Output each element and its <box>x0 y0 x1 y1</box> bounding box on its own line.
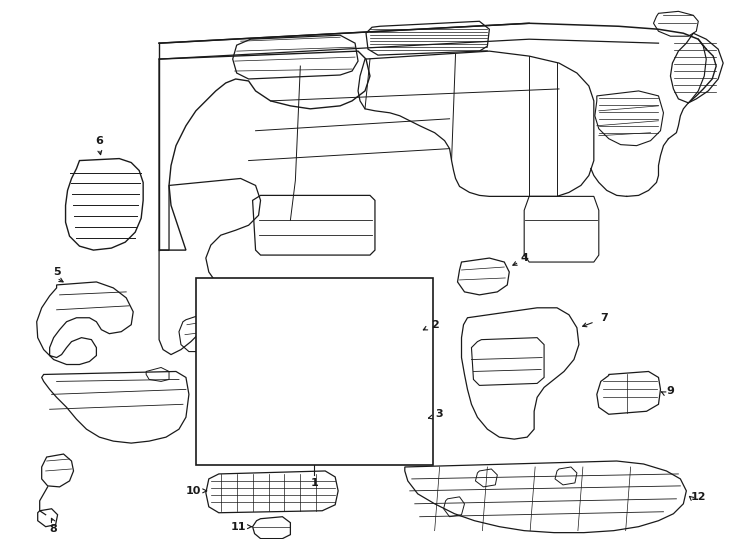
Bar <box>196 278 432 465</box>
Polygon shape <box>211 285 420 375</box>
Text: 11: 11 <box>231 522 247 532</box>
Text: 5: 5 <box>53 267 60 277</box>
Text: 4: 4 <box>520 253 528 263</box>
Text: 10: 10 <box>185 486 200 496</box>
Text: 6: 6 <box>95 136 103 146</box>
Polygon shape <box>219 377 425 442</box>
Text: 1: 1 <box>310 478 318 488</box>
Text: 8: 8 <box>50 524 57 534</box>
Text: 2: 2 <box>431 320 438 330</box>
Text: 12: 12 <box>691 492 706 502</box>
Text: 3: 3 <box>436 409 443 419</box>
Text: 9: 9 <box>666 387 675 396</box>
Text: 7: 7 <box>600 313 608 323</box>
